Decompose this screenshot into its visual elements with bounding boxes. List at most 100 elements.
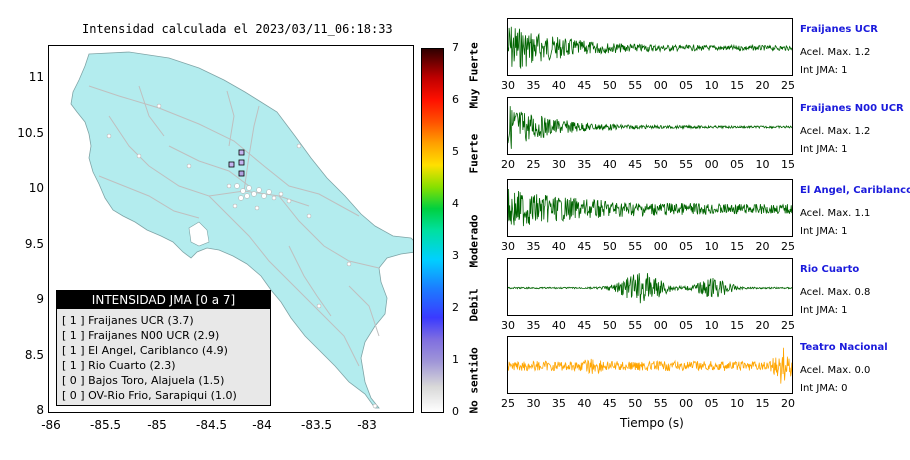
colorbar-label-moderado: Moderado <box>467 214 481 268</box>
waveform-time-tick: 45 <box>577 79 592 92</box>
colorbar-tick: 6 <box>452 93 459 106</box>
waveform-time-tick: 25 <box>501 397 515 410</box>
waveform-time-tick: 00 <box>679 397 694 410</box>
station-marker-3 <box>238 159 245 166</box>
town-dots <box>106 103 378 409</box>
station-accel: Acel. Max. 1.2 <box>800 126 871 137</box>
waveform-panel <box>507 258 793 316</box>
station-marker-2 <box>238 149 245 156</box>
waveform-time-tick: 15 <box>730 79 745 92</box>
map-y-tick: 10.5 <box>17 126 44 140</box>
waveform-time-tick: 40 <box>551 79 566 92</box>
waveform-time-tick: 30 <box>501 79 515 92</box>
waveform-panel <box>507 336 793 394</box>
waveform-time-tick: 25 <box>781 79 795 92</box>
waveform-time-tick: 40 <box>551 319 566 332</box>
waveform-time-tick: 15 <box>730 240 745 253</box>
waveform-time-tick: 15 <box>781 158 795 171</box>
waveform-panel <box>507 18 793 76</box>
waveform-time-tick: 10 <box>704 79 719 92</box>
colorbar-tick: 3 <box>452 249 459 262</box>
waveform-time-tick: 35 <box>526 319 541 332</box>
waveform-time-tick: 50 <box>602 319 617 332</box>
time-axis-label: Tiempo (s) <box>620 416 684 430</box>
map-y-tick: 9 <box>36 292 44 306</box>
map-title: Intensidad calculada el 2023/03/11_06:18… <box>82 22 393 36</box>
waveform-time-tick: 45 <box>577 319 592 332</box>
map-y-tick: 10 <box>28 181 44 195</box>
map-x-tick: -85.5 <box>90 418 122 432</box>
station-name: Rio Cuarto <box>800 264 860 275</box>
road-network <box>88 85 380 367</box>
waveform-time-tick: 40 <box>602 158 617 171</box>
station-accel: Acel. Max. 1.2 <box>800 47 871 58</box>
waveform-trace <box>508 26 792 70</box>
waveform-time-tick: 05 <box>679 79 694 92</box>
waveform-time-tick: 05 <box>679 240 694 253</box>
station-name: Fraijanes UCR <box>800 24 878 35</box>
station-intensity: Int JMA: 1 <box>800 226 848 237</box>
colorbar-label-debil: Debil <box>467 288 481 322</box>
map-y-tick: 8.5 <box>24 348 44 362</box>
waveform-time-tick: 45 <box>577 240 592 253</box>
waveform-time-tick: 10 <box>755 158 770 171</box>
station-intensity: Int JMA: 1 <box>800 305 848 316</box>
waveform-time-tick: 05 <box>679 319 694 332</box>
colorbar-tick: 0 <box>452 405 459 418</box>
waveform-time-tick: 00 <box>704 158 719 171</box>
gulf-nicoya <box>188 221 210 247</box>
waveform-time-tick: 30 <box>526 397 541 410</box>
map-y-tick: 11 <box>28 70 44 84</box>
waveform-time-tick: 20 <box>501 158 515 171</box>
station-intensity: Int JMA: 1 <box>800 65 848 76</box>
waveform-time-tick: 55 <box>628 79 643 92</box>
waveform-time-tick: 30 <box>551 158 566 171</box>
colorbar-tick: 5 <box>452 145 459 158</box>
legend-item: [ 0 ] OV-Rio Frio, Sarapiqui (1.0) <box>62 389 237 402</box>
waveform-time-tick: 50 <box>602 240 617 253</box>
waveform-time-tick: 00 <box>653 319 668 332</box>
waveform-time-tick: 00 <box>653 79 668 92</box>
waveform-time-tick: 55 <box>628 240 643 253</box>
waveform-time-tick: 25 <box>526 158 541 171</box>
waveform-panel <box>507 179 793 237</box>
map-y-tick: 9.5 <box>24 237 44 251</box>
waveform-trace <box>508 347 792 384</box>
waveform-time-tick: 20 <box>755 240 770 253</box>
colorbar-tick: 1 <box>452 353 459 366</box>
waveform-time-tick: 25 <box>781 240 795 253</box>
waveform-time-tick: 45 <box>628 158 643 171</box>
waveform-trace <box>508 106 792 149</box>
waveform-time-tick: 25 <box>781 319 795 332</box>
station-marker-4 <box>238 170 245 177</box>
waveform-time-tick: 50 <box>653 158 668 171</box>
waveform-time-tick: 10 <box>704 319 719 332</box>
colorbar-tick: 4 <box>452 197 459 210</box>
legend-item: [ 1 ] Fraijanes UCR (3.7) <box>62 314 194 327</box>
map-y-tick: 8 <box>36 403 44 417</box>
costa-rica-map <box>70 51 413 409</box>
intensity-colorbar <box>421 48 444 413</box>
waveform-time-tick: 20 <box>755 79 770 92</box>
map-x-tick: -83 <box>357 418 377 432</box>
waveform-time-tick: 05 <box>704 397 719 410</box>
waveform-time-tick: 45 <box>602 397 617 410</box>
station-name: El Angel, Cariblanco <box>800 185 910 196</box>
colorbar-label-no-sentido: No sentido <box>467 347 481 414</box>
map-x-tick: -86 <box>41 418 61 432</box>
map-x-tick: -85 <box>147 418 167 432</box>
waveform-time-tick: 00 <box>653 240 668 253</box>
waveform-time-tick: 05 <box>730 158 745 171</box>
station-name: Teatro Nacional <box>800 342 888 353</box>
waveform-time-tick: 35 <box>526 79 541 92</box>
waveform-time-tick: 30 <box>501 319 515 332</box>
waveform-time-tick: 50 <box>602 79 617 92</box>
waveform-time-tick: 40 <box>551 240 566 253</box>
station-name: Fraijanes N00 UCR <box>800 103 904 114</box>
waveform-time-tick: 10 <box>704 240 719 253</box>
waveform-time-tick: 10 <box>730 397 745 410</box>
waveform-time-tick: 35 <box>526 240 541 253</box>
waveform-time-tick: 35 <box>551 397 566 410</box>
legend-item: [ 1 ] Fraijanes N00 UCR (2.9) <box>62 329 220 342</box>
waveform-panel <box>507 97 793 155</box>
